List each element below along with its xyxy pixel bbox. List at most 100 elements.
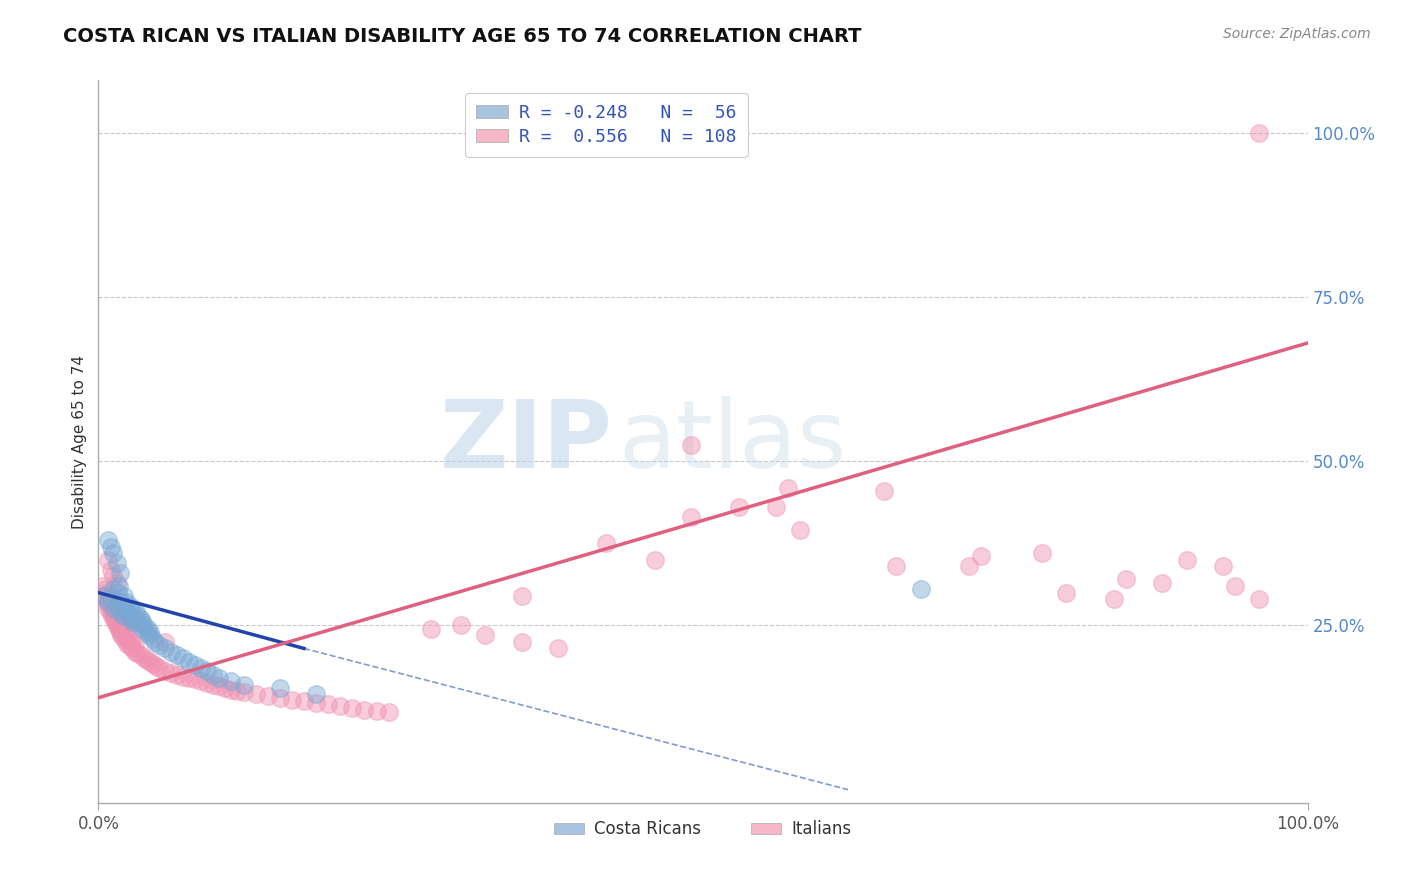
Point: [108, 615, 131, 630]
Point: [957, 559, 980, 574]
Point: [127, 646, 149, 660]
Point: [910, 582, 932, 597]
Point: [111, 630, 134, 644]
Point: [245, 687, 267, 701]
Text: Source: ZipAtlas.com: Source: ZipAtlas.com: [1223, 27, 1371, 41]
Point: [160, 645, 183, 659]
Point: [135, 652, 157, 666]
Point: [1102, 592, 1125, 607]
Point: [101, 546, 124, 560]
Point: [93, 589, 115, 603]
Point: [117, 637, 139, 651]
Point: [142, 632, 165, 646]
Point: [172, 651, 194, 665]
Point: [342, 700, 364, 714]
Point: [125, 605, 148, 619]
Point: [195, 676, 218, 690]
Point: [232, 677, 254, 691]
Point: [316, 698, 339, 712]
Point: [214, 681, 236, 695]
Point: [100, 595, 122, 609]
Point: [97, 553, 120, 567]
Point: [138, 628, 160, 642]
Point: [120, 612, 142, 626]
Point: [107, 620, 129, 634]
Point: [644, 553, 666, 567]
Point: [98, 589, 121, 603]
Point: [108, 566, 131, 580]
Point: [117, 630, 139, 644]
Point: [1115, 573, 1137, 587]
Point: [190, 674, 212, 689]
Point: [132, 622, 155, 636]
Point: [595, 536, 617, 550]
Point: [105, 618, 128, 632]
Point: [256, 690, 278, 704]
Point: [115, 595, 138, 609]
Legend: Costa Ricans, Italians: Costa Ricans, Italians: [548, 814, 858, 845]
Point: [1223, 579, 1246, 593]
Point: [127, 615, 149, 630]
Point: [208, 671, 231, 685]
Point: [118, 608, 141, 623]
Point: [1249, 592, 1271, 607]
Point: [221, 674, 243, 689]
Point: [166, 667, 188, 681]
Point: [108, 623, 131, 637]
Point: [105, 599, 128, 613]
Point: [153, 635, 176, 649]
Point: [96, 585, 118, 599]
Point: [728, 500, 751, 515]
Point: [96, 595, 118, 609]
Point: [789, 523, 811, 537]
Point: [105, 556, 128, 570]
Text: COSTA RICAN VS ITALIAN DISABILITY AGE 65 TO 74 CORRELATION CHART: COSTA RICAN VS ITALIAN DISABILITY AGE 65…: [63, 27, 862, 45]
Point: [93, 589, 115, 603]
Point: [450, 618, 472, 632]
Point: [121, 602, 143, 616]
Point: [100, 599, 122, 613]
Point: [145, 659, 167, 673]
Point: [101, 605, 124, 619]
Point: [97, 602, 120, 616]
Point: [195, 665, 218, 679]
Point: [139, 655, 162, 669]
Point: [510, 635, 533, 649]
Point: [269, 690, 291, 705]
Point: [143, 635, 166, 649]
Point: [97, 595, 120, 609]
Point: [101, 569, 124, 583]
Point: [281, 692, 304, 706]
Point: [100, 608, 122, 623]
Point: [970, 549, 993, 564]
Point: [366, 704, 388, 718]
Point: [547, 641, 569, 656]
Point: [124, 612, 146, 626]
Point: [208, 679, 231, 693]
Point: [107, 585, 129, 599]
Point: [226, 684, 249, 698]
Point: [135, 625, 157, 640]
Point: [679, 438, 702, 452]
Point: [121, 641, 143, 656]
Point: [108, 625, 131, 640]
Point: [111, 608, 134, 623]
Point: [269, 681, 291, 695]
Point: [100, 540, 122, 554]
Point: [292, 694, 315, 708]
Point: [474, 628, 496, 642]
Point: [190, 661, 212, 675]
Point: [111, 622, 134, 636]
Point: [160, 665, 183, 680]
Point: [202, 667, 225, 681]
Point: [184, 673, 207, 687]
Point: [94, 582, 117, 597]
Point: [103, 612, 125, 626]
Point: [122, 615, 145, 630]
Point: [139, 625, 162, 640]
Point: [91, 579, 114, 593]
Point: [118, 632, 141, 647]
Text: atlas: atlas: [619, 395, 846, 488]
Point: [118, 640, 141, 654]
Point: [105, 575, 128, 590]
